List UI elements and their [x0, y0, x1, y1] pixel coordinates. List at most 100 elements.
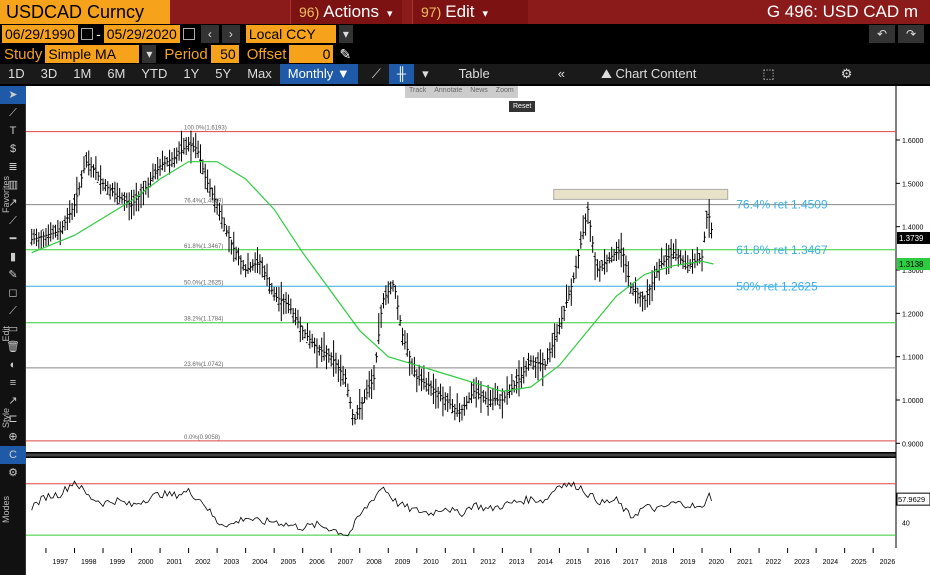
last-price-value: 1.3739	[899, 234, 924, 243]
x-tick-label: 2026	[880, 559, 896, 566]
popup-annotate-item[interactable]: Annotate	[434, 87, 463, 94]
mode-icon[interactable]: ↗	[8, 395, 18, 407]
gear-mode-icon[interactable]: ⚙	[8, 467, 18, 479]
x-tick-label: 2013	[509, 559, 525, 566]
pencil-icon[interactable]: ✎	[339, 45, 352, 62]
dropdown-icon: ▾	[482, 8, 489, 20]
collapse-icon[interactable]: «	[557, 66, 565, 81]
ma-value-tag	[897, 258, 930, 271]
bar-chart-icon[interactable]: ╫	[388, 64, 415, 84]
range-ytd-button[interactable]: YTD	[141, 66, 168, 81]
popup-track-item[interactable]: Track	[409, 87, 427, 94]
range-1y-button[interactable]: 1Y	[183, 66, 200, 81]
range-max-button[interactable]: Max	[247, 66, 272, 81]
offset-input[interactable]: 0	[289, 45, 334, 63]
bracket-icon[interactable]: ⊏	[8, 413, 18, 425]
x-tick-label: 1997	[52, 559, 68, 566]
shape-tool-icon[interactable]: ◻	[8, 287, 18, 299]
x-tick-label: 2015	[566, 559, 582, 566]
undo-icon[interactable]: ↶	[869, 25, 895, 43]
frequency-select[interactable]: Monthly ▼	[279, 64, 358, 84]
line-chart-icon[interactable]: ⟋	[371, 66, 381, 81]
redo-icon[interactable]: ↷	[898, 25, 924, 43]
x-axis-area	[26, 548, 930, 575]
end-date-input[interactable]: 05/29/2020	[103, 25, 180, 43]
study-select[interactable]: Simple MA	[45, 45, 140, 63]
note-tool-icon[interactable]: ▭	[7, 323, 19, 335]
fib-label: 100.0%(1.6193)	[184, 126, 227, 132]
chart-type-dropdown-icon[interactable]: ▾	[422, 66, 429, 81]
range-6m-button[interactable]: 6M	[107, 66, 126, 81]
cursor-icon[interactable]: ➤	[0, 86, 26, 104]
x-tick-label: 2011	[452, 559, 467, 566]
table-button[interactable]: Table	[458, 66, 490, 81]
reset-button[interactable]: Reset	[509, 101, 536, 112]
header-bar: USDCAD Curncy 96) Actions ▾ 97) Edit ▾ G 496…	[0, 0, 930, 24]
lines-icon[interactable]: ≡	[9, 377, 17, 389]
x-tick-label: 2006	[309, 559, 325, 566]
hline-tool-icon[interactable]: ━	[9, 233, 17, 245]
fib-label: 0.0%(0.9058)	[184, 435, 220, 441]
price-chart[interactable]: 1.6000 1.5000 1.4000 1.3000 1.2000 1.1000 1.00…	[26, 86, 930, 575]
text-tool-icon[interactable]: T	[9, 125, 17, 137]
range-3d-button[interactable]: 3D	[40, 66, 58, 81]
period-label: Period	[164, 45, 208, 63]
x-tick-label: 2005	[281, 559, 297, 566]
x-tick-label: 2007	[338, 559, 354, 566]
marker-tool-icon[interactable]: ▮	[9, 251, 17, 263]
rsi-last-value: 57.9629	[898, 495, 925, 504]
currency-select[interactable]: Local CCY	[245, 25, 336, 43]
rsi-plot-area	[26, 458, 896, 548]
trash-icon[interactable]: 🗑	[6, 341, 20, 353]
currency-tool-icon[interactable]: $	[9, 143, 17, 155]
calendar-icon[interactable]	[81, 28, 94, 40]
fib-annotation: 61.8% ret 1.3467	[736, 243, 828, 257]
x-tick-label: 2014	[537, 559, 553, 566]
settings-gear-icon[interactable]: ⚙	[840, 66, 853, 81]
crosshair-icon[interactable]: ⊕	[8, 431, 18, 443]
x-tick-label: 2010	[423, 559, 439, 566]
x-tick-label: 2003	[224, 559, 240, 566]
actions-menu[interactable]: 96) Actions ▾	[290, 0, 402, 24]
pen-tool-icon[interactable]: ✎	[8, 269, 18, 281]
range-1d-button[interactable]: 1D	[8, 66, 25, 81]
popup-news-item[interactable]: News	[470, 87, 488, 94]
x-tick-label: 2009	[395, 559, 411, 566]
fib-tool-icon[interactable]: ≣	[8, 161, 18, 173]
y-tick-label: 1.0000	[902, 398, 924, 405]
edit-num: 97)	[421, 4, 442, 20]
study-dropdown-icon[interactable]: ▾	[142, 45, 157, 63]
trend-tool-icon[interactable]: ↗	[8, 197, 18, 209]
chart-content-button[interactable]: ⛰ Chart Content	[593, 64, 704, 84]
calendar-icon[interactable]	[182, 28, 195, 40]
next-arrow-icon[interactable]: ›	[221, 25, 240, 43]
line-tool-icon[interactable]: ⟋	[9, 107, 17, 119]
edit-menu[interactable]: 97) Edit ▾	[412, 0, 528, 24]
offset-label: Offset	[246, 45, 287, 63]
target-zone	[553, 188, 729, 200]
range-1m-button[interactable]: 1M	[73, 66, 92, 81]
ruler-tool-icon[interactable]: ⟋	[9, 305, 17, 317]
channel-tool-icon[interactable]: ▥	[7, 179, 19, 191]
fib-label: 76.4%(1.4509)	[184, 199, 223, 205]
y-axis-area	[896, 86, 930, 548]
x-tick-label: 2022	[766, 559, 782, 566]
start-date-input[interactable]: 06/29/1990	[2, 25, 79, 43]
prev-arrow-icon[interactable]: ‹	[200, 25, 219, 43]
c-mode-icon[interactable]: C	[0, 446, 26, 464]
popup-zoom-item[interactable]: Zoom	[495, 87, 514, 94]
style-label: Style	[1, 408, 11, 429]
palette-icon[interactable]: ◐	[9, 359, 17, 371]
period-input[interactable]: 50	[210, 45, 239, 63]
edit-chart-icon[interactable]: ⬚	[762, 66, 775, 81]
dropdown-icon: ▾	[386, 8, 393, 20]
ma-value: 1.3138	[899, 260, 924, 269]
brush-tool-icon[interactable]: ⟋	[9, 215, 17, 227]
fib-label: 38.2%(1.1784)	[184, 317, 223, 323]
currency-dropdown-icon[interactable]: ▾	[338, 25, 353, 43]
date-bar: 06/29/1990 - 05/29/2020 ‹ › Local CCY ▾ …	[0, 24, 930, 44]
ticker-field[interactable]: USDCAD Curncy	[0, 0, 170, 24]
range-5y-button[interactable]: 5Y	[215, 66, 232, 81]
chart-title: G 496: USD CAD m	[766, 2, 918, 21]
x-tick-label: 2000	[138, 559, 154, 566]
